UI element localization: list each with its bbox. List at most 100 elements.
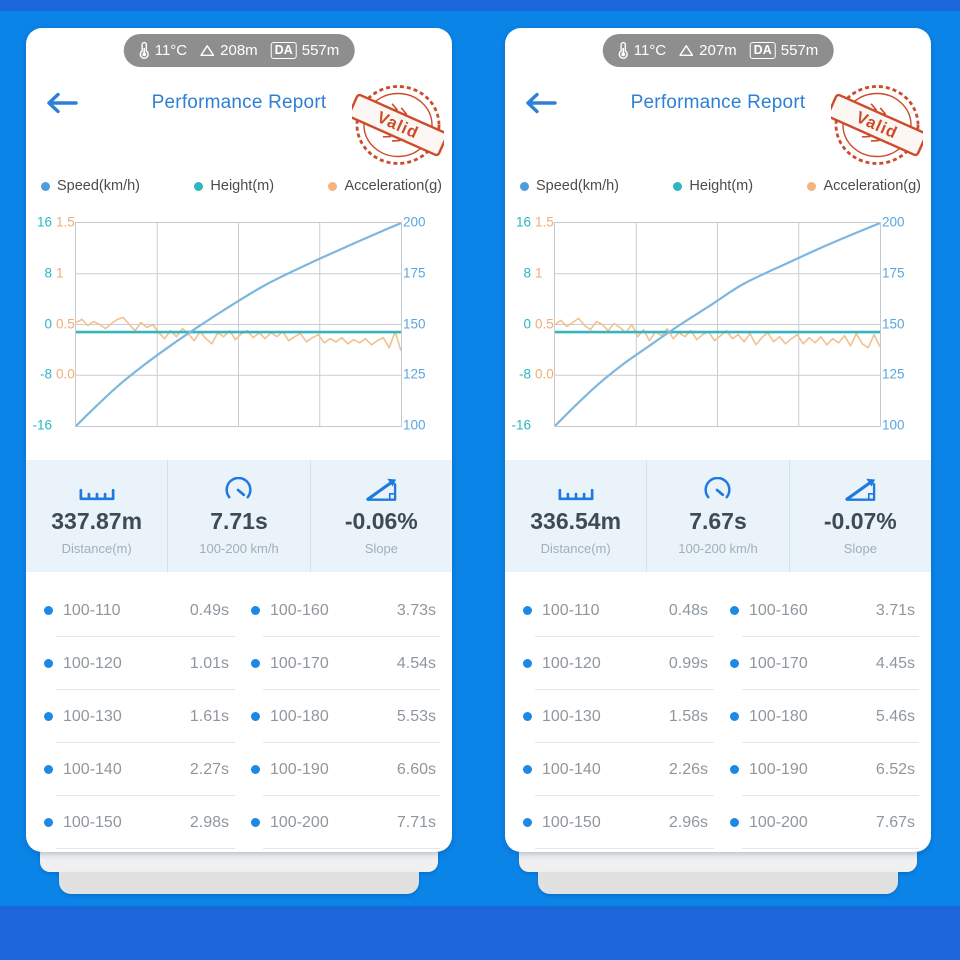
interval-label: 100-200: [749, 813, 808, 831]
slope-icon: [845, 478, 876, 501]
back-button[interactable]: [523, 91, 557, 115]
interval-value: 1.01s: [189, 654, 229, 672]
interval-table: 100-110 0.49s 100-120 1.01s 100-130 1.61…: [26, 584, 452, 849]
accel-tick: 1.5: [56, 214, 75, 230]
legend-item-speed: Speed(km/h): [520, 178, 619, 194]
interval-row: 100-200 7.71s: [239, 796, 452, 849]
speed-tick: 175: [403, 265, 426, 280]
interval-label: 100-180: [270, 707, 329, 725]
height-tick: 16: [36, 214, 52, 230]
slope-icon: [366, 478, 397, 501]
bullet-dot-icon: [44, 765, 53, 774]
distance-label: Distance(m): [61, 541, 132, 556]
temperature-readout: 11°C: [618, 41, 666, 60]
density-altitude-readout: DA 557m: [749, 42, 818, 59]
distance-label: Distance(m): [540, 541, 611, 556]
speed-tick: 200: [882, 214, 905, 230]
speed-tick: 125: [882, 366, 905, 382]
slope-value: -0.07%: [823, 508, 897, 534]
back-button[interactable]: [44, 91, 78, 115]
height-tick: 0: [523, 315, 531, 331]
interval-row: 100-140 2.27s: [26, 743, 239, 796]
interval-row: 100-200 7.67s: [718, 796, 931, 849]
interval-column-right: 100-160 3.71s 100-170 4.45s 100-180 5.46…: [718, 584, 931, 849]
bullet-dot-icon: [730, 765, 739, 774]
interval-label: 100-170: [749, 654, 808, 672]
bullet-dot-icon: [44, 659, 53, 668]
interval-value: 2.96s: [668, 813, 708, 831]
speed-dot-icon: [41, 181, 50, 191]
interval-row: 100-170 4.45s: [718, 637, 931, 690]
height-axis: 16 8 0 -8 -16: [507, 215, 531, 431]
height-dot-icon: [194, 181, 204, 191]
altitude-value: 207m: [699, 42, 737, 59]
interval-value: 4.54s: [396, 654, 436, 672]
interval-label: 100-160: [749, 601, 808, 619]
height-tick: 0: [44, 315, 52, 331]
interval-value: 3.73s: [396, 601, 436, 619]
bullet-dot-icon: [730, 818, 739, 827]
report-card-surface: 11°C 208m DA 557m Performance Rep: [26, 28, 452, 852]
chart-plot-area: [554, 222, 881, 427]
da-badge-icon: DA: [749, 42, 776, 59]
stat-time: 7.67s 100-200 km/h: [646, 460, 788, 572]
interval-value: 1.61s: [189, 707, 229, 725]
interval-row: 100-190 6.60s: [239, 743, 452, 796]
interval-label: 100-150: [63, 813, 122, 831]
thermometer-icon: [139, 41, 149, 59]
performance-chart: 16 8 0 -8 -16 1.5 1 0.5 0.0 200 175: [26, 214, 452, 436]
interval-row: 100-160 3.71s: [718, 584, 931, 637]
interval-label: 100-190: [270, 760, 329, 778]
performance-report-card: 11°C 207m DA 557m Performance Rep: [505, 28, 931, 894]
chart-canvas: [76, 223, 401, 426]
bullet-dot-icon: [251, 765, 260, 774]
height-dot-icon: [673, 181, 683, 191]
acceleration-dot-icon: [328, 181, 338, 191]
interval-label: 100-130: [63, 707, 122, 725]
interval-value: 2.26s: [668, 760, 708, 778]
interval-value: 0.49s: [189, 601, 229, 619]
speed-tick: 100: [403, 417, 426, 433]
bullet-dot-icon: [730, 659, 739, 668]
density-altitude-readout: DA 557m: [270, 42, 339, 59]
interval-value: 4.45s: [875, 654, 915, 672]
interval-label: 100-190: [749, 760, 808, 778]
speedometer-icon: [704, 477, 732, 499]
legend-acceleration-label: Acceleration(g): [823, 178, 921, 194]
interval-label: 100-110: [63, 601, 121, 619]
acceleration-dot-icon: [807, 181, 817, 191]
back-arrow-icon: [47, 92, 78, 114]
height-axis: 16 8 0 -8 -16: [28, 215, 52, 431]
performance-chart: 16 8 0 -8 -16 1.5 1 0.5 0.0 200 175: [505, 214, 931, 436]
interval-row: 100-150 2.98s: [26, 796, 239, 849]
stat-slope: -0.07% Slope: [788, 460, 931, 572]
report-card-surface: 11°C 207m DA 557m Performance Rep: [505, 28, 931, 852]
speed-axis: 200 175 150 125 100: [403, 215, 439, 431]
stacked-card-edge: [538, 872, 898, 894]
acceleration-axis: 1.5 1 0.5 0.0: [56, 215, 78, 425]
speedometer-icon: [225, 477, 253, 499]
interval-label: 100-140: [542, 760, 601, 778]
interval-value: 5.46s: [875, 707, 915, 725]
interval-row: 100-180 5.53s: [239, 690, 452, 743]
chart-legend: Speed(km/h) Height(m) Acceleration(g): [520, 178, 921, 194]
distance-value: 336.54m: [530, 508, 622, 534]
interval-row: 100-180 5.46s: [718, 690, 931, 743]
accel-tick: 1: [535, 265, 543, 280]
stacked-card-edge: [519, 852, 917, 872]
slope-label: Slope: [843, 541, 877, 556]
slope-label: Slope: [364, 541, 398, 556]
bullet-dot-icon: [251, 659, 260, 668]
chart-canvas: [555, 223, 880, 426]
bullet-dot-icon: [523, 712, 532, 721]
interval-table: 100-110 0.48s 100-120 0.99s 100-130 1.58…: [505, 584, 931, 849]
accel-tick: 0.5: [535, 315, 554, 331]
altitude-readout: 207m: [679, 42, 737, 59]
bullet-dot-icon: [44, 606, 53, 615]
height-tick: 8: [523, 265, 531, 280]
bullet-dot-icon: [523, 659, 532, 668]
interval-value: 7.67s: [875, 813, 915, 831]
interval-label: 100-170: [270, 654, 329, 672]
legend-item-height: Height(m): [673, 178, 753, 194]
time-label: 100-200 km/h: [678, 541, 758, 556]
